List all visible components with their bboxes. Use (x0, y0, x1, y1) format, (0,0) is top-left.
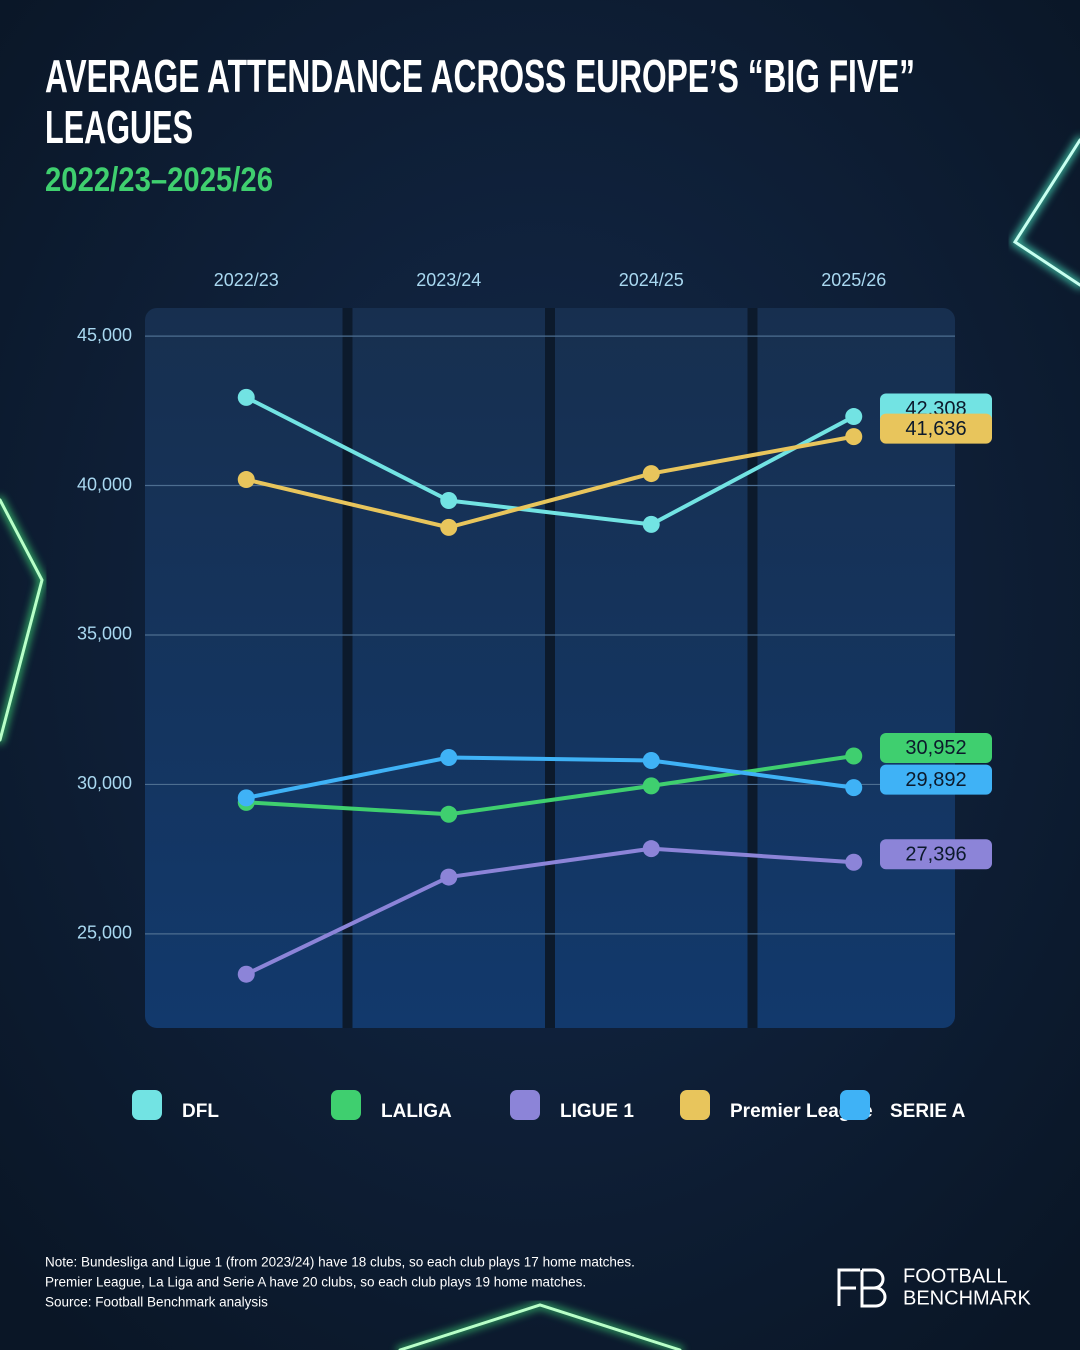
legend-swatch (132, 1090, 162, 1120)
y-tick-label: 40,000 (77, 474, 132, 494)
column-separator (747, 308, 758, 1028)
chart-title: AVERAGE ATTENDANCE ACROSS EUROPE’S “BIG … (45, 50, 915, 102)
data-point (845, 853, 863, 871)
data-point (237, 965, 255, 983)
column-separator (342, 308, 353, 1028)
data-point (642, 840, 660, 858)
y-tick-label: 35,000 (77, 624, 132, 644)
note: Source: Football Benchmark analysis (45, 1295, 268, 1310)
series-line (245, 434, 855, 530)
data-point (237, 789, 255, 807)
y-tick-label: 30,000 (77, 773, 132, 793)
data-point (845, 428, 863, 446)
value-label: 41,636 (905, 418, 966, 440)
data-point (440, 805, 458, 823)
data-point (845, 747, 863, 765)
data-point (440, 749, 458, 767)
value-label-box (880, 732, 992, 763)
legend-label: LALIGA (381, 1101, 452, 1122)
value-label: 29,892 (905, 769, 966, 791)
legend-label: LIGUE 1 (560, 1101, 634, 1122)
x-tick-label: 2025/26 (821, 270, 886, 290)
series-line (245, 395, 855, 527)
brand: BENCHMARK (903, 1287, 1031, 1309)
chart-title: LEAGUES (45, 101, 193, 153)
series-line (246, 753, 855, 817)
series-line (245, 755, 855, 800)
data-point (440, 868, 458, 886)
x-tick-label: 2023/24 (416, 270, 481, 290)
data-point (237, 388, 255, 406)
note: Premier League, La Liga and Serie A have… (45, 1275, 586, 1290)
series-line (245, 846, 854, 977)
legend-swatch (680, 1090, 710, 1120)
note: Note: Bundesliga and Ligue 1 (from 2023/… (45, 1255, 635, 1270)
legend-swatch (840, 1090, 870, 1120)
x-tick-label: 2022/23 (214, 270, 279, 290)
data-point (440, 518, 458, 536)
data-point (642, 465, 660, 483)
legend-label: Premier League (730, 1101, 873, 1122)
x-tick-label: 2024/25 (619, 270, 684, 290)
legend-label: DFL (182, 1101, 219, 1122)
plot: 25,000 30,000 35,000 40,000 45,000 2022/23 202… (77, 270, 992, 1122)
decoration (0, 136, 1080, 1350)
data-point (642, 752, 660, 770)
legend-swatch (510, 1090, 540, 1120)
data-point (642, 515, 660, 533)
brand-logo (837, 1268, 887, 1308)
column-separator (545, 308, 555, 1028)
value-label-box (880, 764, 992, 795)
data-point (845, 408, 863, 426)
y-tick-label: 25,000 (77, 923, 132, 943)
data-point (440, 491, 458, 509)
legend-swatch (331, 1090, 361, 1120)
data-point (845, 779, 863, 797)
data-point (642, 777, 660, 795)
value-label: 30,952 (905, 737, 966, 759)
brand: FOOTBALL (903, 1265, 1007, 1287)
legend-label: SERIE A (890, 1101, 966, 1122)
data-point (237, 471, 255, 489)
value-label-box (880, 839, 992, 870)
y-tick-label: 45,000 (77, 325, 132, 345)
chart-subtitle: 2022/23–2025/26 (45, 161, 273, 199)
value-label-box (880, 413, 992, 444)
value-label: 27,396 (905, 844, 966, 866)
